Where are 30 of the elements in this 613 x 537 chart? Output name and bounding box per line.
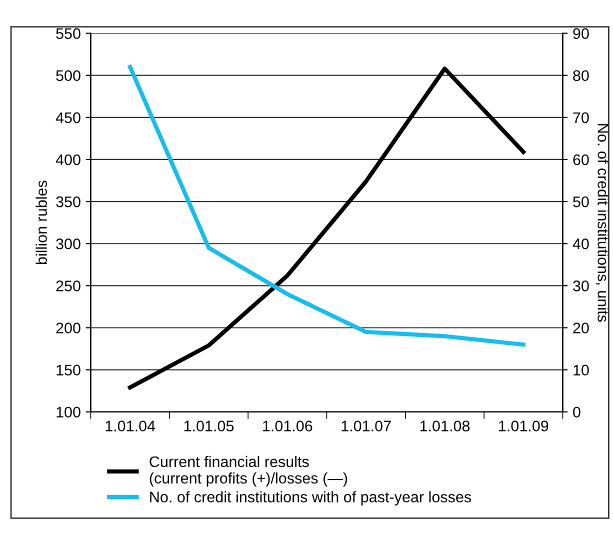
y2-tick-label: 50 — [573, 196, 589, 208]
y2-tick-label: 10 — [574, 364, 589, 376]
y2-tick-label: 90 — [573, 28, 589, 39]
x-tick-label: 1.01.05 — [184, 420, 234, 432]
y-tick-label: 350 — [56, 196, 80, 208]
legend-label: Current financial results (current profits (+)/losses (—) — [150, 456, 348, 487]
y-tick-label: 150 — [56, 364, 80, 376]
y-axis-title: billion rubles — [36, 180, 47, 264]
y-tick-label: 400 — [56, 154, 80, 166]
y-tick-label: 300 — [56, 238, 80, 250]
y-tick-label: 450 — [56, 112, 80, 124]
y-tick-label: 250 — [56, 280, 80, 292]
y-tick-label: 100 — [56, 406, 80, 418]
y2-tick-label: 80 — [573, 70, 589, 82]
x-tick-label: 1.01.07 — [342, 420, 391, 432]
legend-label: No. of credit institutions with of past-year losses — [150, 491, 472, 506]
y-tick-label: 200 — [56, 322, 80, 334]
y2-tick-label: 70 — [573, 112, 589, 124]
y2-tick-label: 20 — [573, 322, 589, 334]
x-tick-label: 1.01.08 — [420, 420, 470, 432]
y2-tick-label: 0 — [573, 406, 580, 418]
y2-tick-label: 30 — [573, 280, 589, 292]
x-tick-label: 1.01.09 — [499, 420, 548, 432]
y2-tick-label: 40 — [572, 238, 589, 250]
y2-axis-title: No. of credit institutions, units — [596, 124, 609, 322]
y-tick-label: 500 — [56, 70, 80, 82]
y2-tick-label: 60 — [573, 154, 589, 166]
x-tick-label: 1.01.06 — [263, 420, 312, 432]
y-tick-label: 550 — [56, 28, 80, 39]
x-tick-label: 1.01.04 — [106, 420, 156, 432]
